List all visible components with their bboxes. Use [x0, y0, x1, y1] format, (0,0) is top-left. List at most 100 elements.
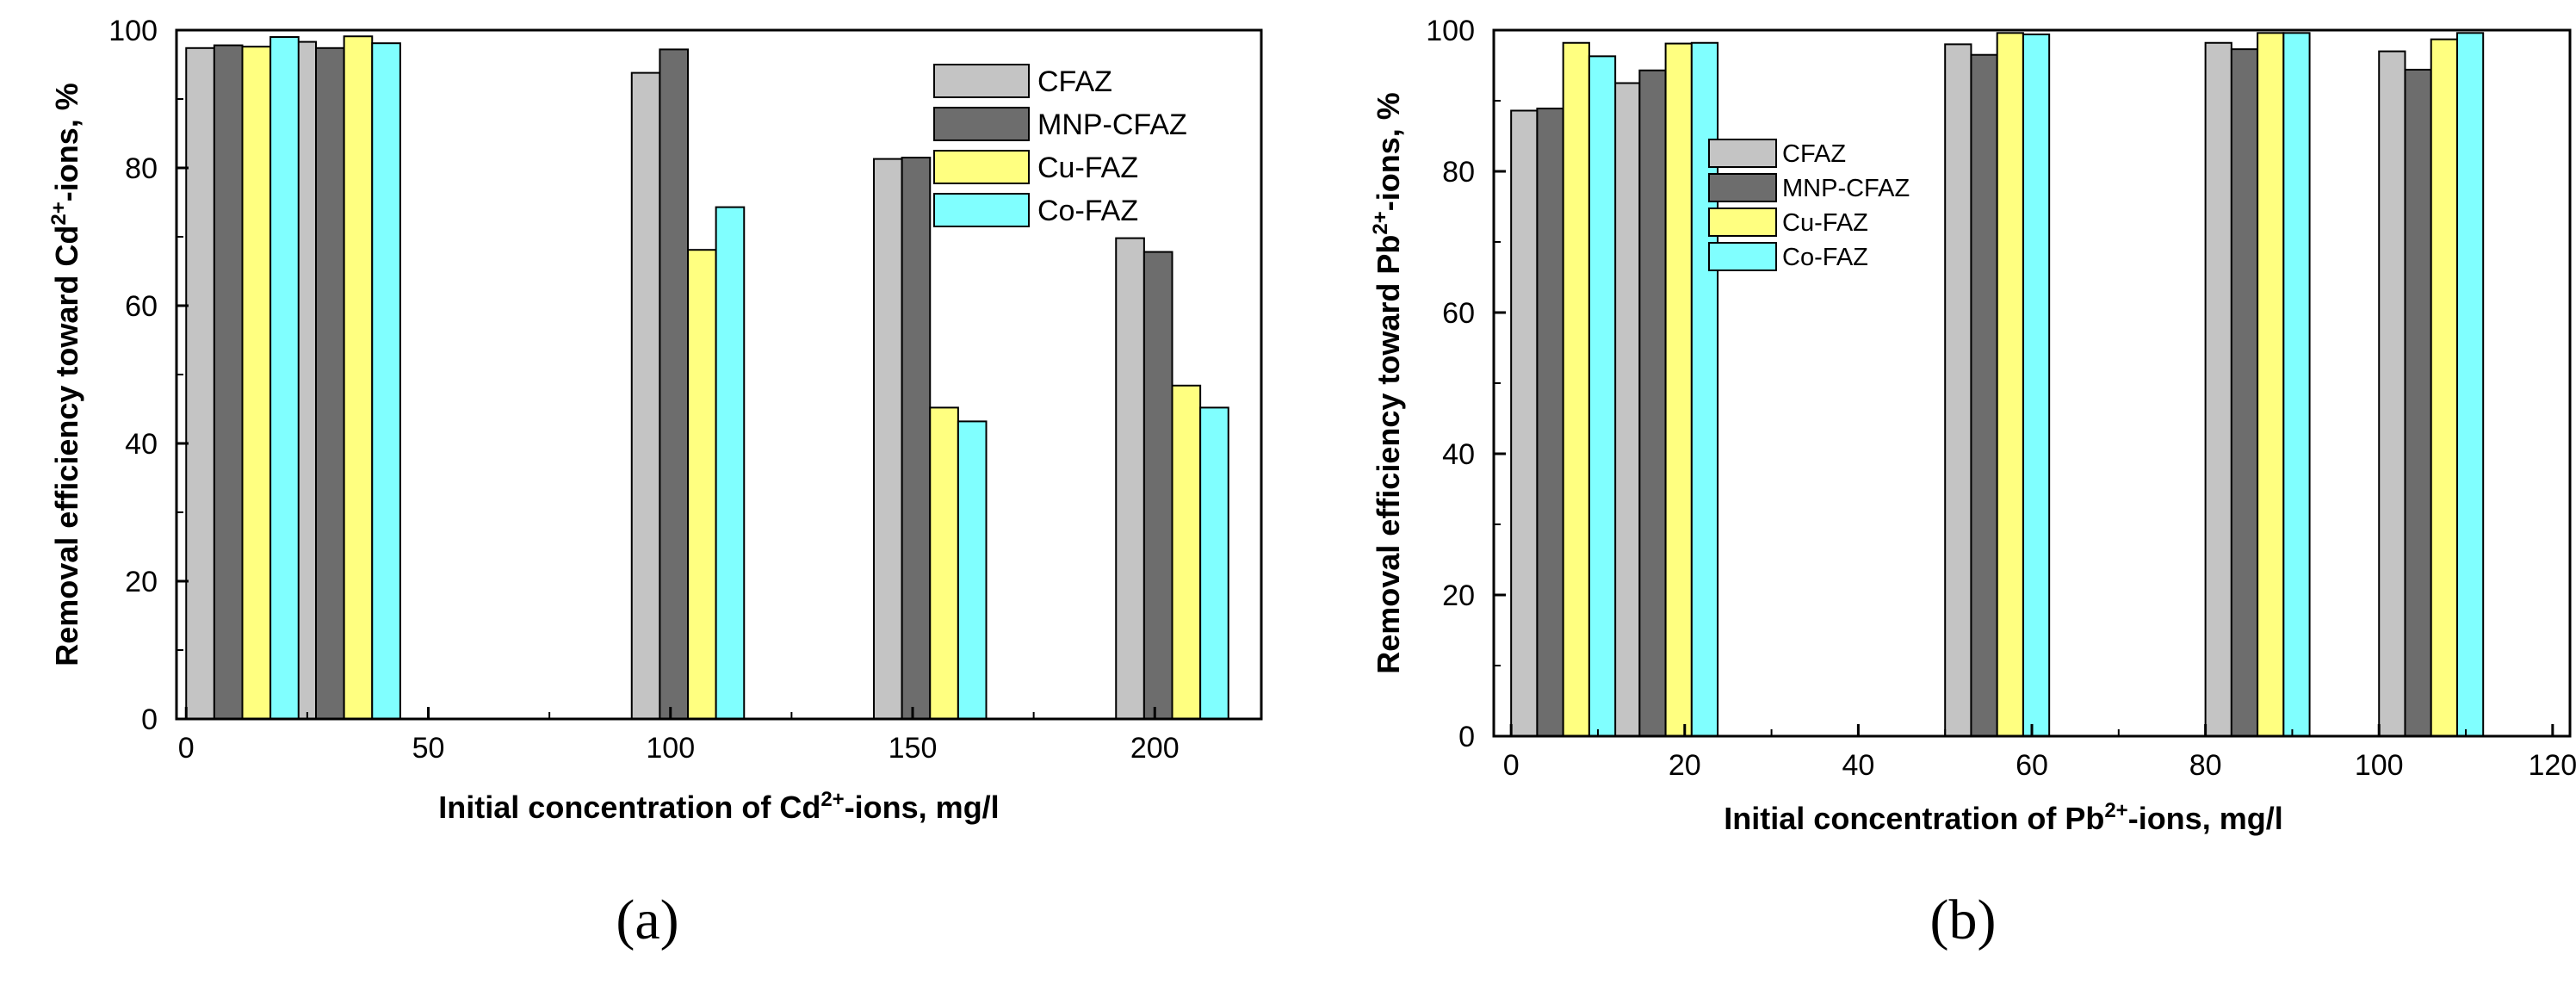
- bar-cfaz-3: [873, 158, 903, 721]
- y-tick-label: 20: [1442, 579, 1475, 612]
- bar-cu-faz-1: [1664, 42, 1693, 737]
- bar-co-faz-2: [2022, 33, 2051, 738]
- bar-mnp-cfaz-1: [1638, 69, 1667, 738]
- y-axis-label-part: Removal efficiency toward Pb: [1371, 235, 1406, 674]
- y-axis-label: Removal efficiency toward Cd2+-ions, %: [47, 83, 84, 666]
- bar-mnp-cfaz-1: [315, 46, 345, 721]
- bar-co-faz-1: [371, 42, 401, 720]
- bar-cu-faz-2: [687, 249, 717, 720]
- y-axis-label-part: 2+: [1369, 211, 1392, 234]
- x-tick-label: 150: [889, 732, 938, 765]
- legend: CFAZ MNP-CFAZ Cu-FAZ Co-FAZ: [1708, 139, 1910, 271]
- bar-cu-faz-2: [1996, 32, 2024, 737]
- bar-co-faz-4: [1199, 406, 1229, 720]
- legend-label-co-faz: Co-FAZ: [1782, 244, 1868, 271]
- y-axis-label-part: -ions, %: [49, 83, 84, 201]
- y-tick-label: 80: [1442, 156, 1475, 189]
- bar-cfaz-2: [630, 71, 661, 721]
- x-axis-label-part: Initial concentration of Pb: [1724, 801, 2104, 836]
- bar-mnp-cfaz-0: [213, 44, 244, 721]
- bar-mnp-cfaz-0: [1536, 108, 1564, 737]
- legend-label-cfaz: CFAZ: [1782, 140, 1846, 168]
- y-axis-ticks: 0 20 40 60 80 100: [1426, 15, 1506, 753]
- y-tick-label: 100: [1426, 15, 1475, 47]
- legend: CFAZ MNP-CFAZ Cu-FAZ Co-FAZ: [933, 64, 1187, 227]
- panel-label: (b): [1930, 889, 1997, 951]
- bars: [1510, 32, 2485, 738]
- x-tick-label: 60: [2016, 749, 2048, 782]
- legend-swatch-cfaz: [1708, 139, 1777, 168]
- bar-mnp-cfaz-4: [2404, 68, 2432, 738]
- chart-panel-b: 0 20 40 60 80 100 120 0 20 40 60 80 100 Initial conce…: [1369, 15, 2576, 951]
- y-tick-label: 0: [141, 703, 158, 736]
- panel-label: (a): [616, 889, 678, 951]
- x-axis-ticks: 0 50 100 150 200: [178, 707, 1180, 765]
- y-tick-label: 80: [125, 152, 158, 185]
- bar-cfaz-1: [1613, 82, 1641, 737]
- y-tick-label: 40: [125, 428, 158, 461]
- legend-label-mnp-cfaz: MNP-CFAZ: [1037, 108, 1187, 141]
- bar-mnp-cfaz-2: [1970, 53, 1998, 737]
- y-tick-label: 0: [1458, 721, 1475, 753]
- x-axis-label-part: 2+: [2104, 799, 2127, 822]
- legend-swatch-co-faz: [1708, 242, 1777, 271]
- bar-cu-faz-0: [241, 46, 272, 720]
- x-tick-label: 100: [2355, 749, 2404, 782]
- bar-mnp-cfaz-3: [901, 157, 932, 720]
- bar-cu-faz-3: [929, 406, 959, 720]
- bar-cu-faz-1: [343, 35, 374, 720]
- bar-cfaz-0: [1510, 109, 1539, 738]
- y-tick-label: 20: [125, 566, 158, 598]
- y-axis-label: Removal efficiency toward Pb2+-ions, %: [1369, 92, 1406, 674]
- bar-cfaz-4: [2378, 50, 2406, 738]
- y-axis-label-part: -ions, %: [1371, 92, 1406, 211]
- chart-panel-a: 0 50 100 150 200 0 20 40 60 80 100 Initial concentr…: [47, 15, 1263, 951]
- bar-co-faz-2: [715, 206, 746, 721]
- y-tick-label: 100: [108, 15, 158, 47]
- x-axis-label-part: 2+: [820, 788, 844, 811]
- legend-label-co-faz: Co-FAZ: [1037, 195, 1138, 227]
- x-tick-label: 80: [2189, 749, 2222, 782]
- legend-swatch-cfaz: [933, 64, 1030, 98]
- legend-swatch-mnp-cfaz: [1708, 173, 1777, 202]
- legend-label-mnp-cfaz: MNP-CFAZ: [1782, 175, 1910, 202]
- legend-label-cu-faz: Cu-FAZ: [1782, 209, 1868, 237]
- bar-cfaz-2: [1944, 43, 1972, 737]
- x-tick-label: 200: [1130, 732, 1180, 765]
- x-axis-label-part: -ions, mg/l: [2128, 801, 2283, 836]
- x-tick-label: 100: [646, 732, 695, 765]
- bar-co-faz-0: [1588, 55, 1617, 737]
- bar-cfaz-4: [1115, 237, 1145, 721]
- y-tick-label: 60: [125, 290, 158, 323]
- y-axis-label-part: Removal efficiency toward Cd: [49, 226, 84, 666]
- legend-swatch-mnp-cfaz: [933, 107, 1030, 141]
- bar-co-faz-3: [2282, 32, 2311, 737]
- legend-swatch-co-faz: [933, 193, 1030, 227]
- legend-label-cu-faz: Cu-FAZ: [1037, 152, 1138, 184]
- x-tick-label: 0: [178, 732, 195, 765]
- bar-cfaz-3: [2204, 41, 2232, 737]
- y-axis-label-part: 2+: [47, 201, 71, 225]
- bar-cu-faz-3: [2257, 32, 2285, 737]
- legend-swatch-cu-faz: [933, 150, 1030, 184]
- bar-mnp-cfaz-4: [1142, 251, 1173, 721]
- bar-cfaz-0: [185, 46, 215, 721]
- x-tick-label: 50: [412, 732, 445, 765]
- x-axis-label: Initial concentration of Cd2+-ions, mg/l: [438, 788, 999, 825]
- x-tick-label: 120: [2528, 749, 2576, 782]
- legend-label-cfaz: CFAZ: [1037, 65, 1112, 98]
- bar-co-faz-4: [2455, 32, 2485, 737]
- y-tick-label: 40: [1442, 438, 1475, 471]
- bar-cu-faz-4: [1171, 384, 1202, 720]
- x-axis-label-part: Initial concentration of Cd: [438, 790, 820, 825]
- x-tick-label: 20: [1669, 749, 1701, 782]
- x-axis-ticks: 0 20 40 60 80 100 120: [1503, 724, 2576, 782]
- bars: [185, 35, 1229, 721]
- x-axis-label-part: -ions, mg/l: [845, 790, 1000, 825]
- y-axis-ticks: 0 20 40 60 80 100: [108, 15, 189, 736]
- y-tick-label: 60: [1442, 297, 1475, 330]
- x-tick-label: 0: [1503, 749, 1520, 782]
- bar-mnp-cfaz-2: [659, 48, 689, 720]
- bar-co-faz-3: [957, 420, 988, 720]
